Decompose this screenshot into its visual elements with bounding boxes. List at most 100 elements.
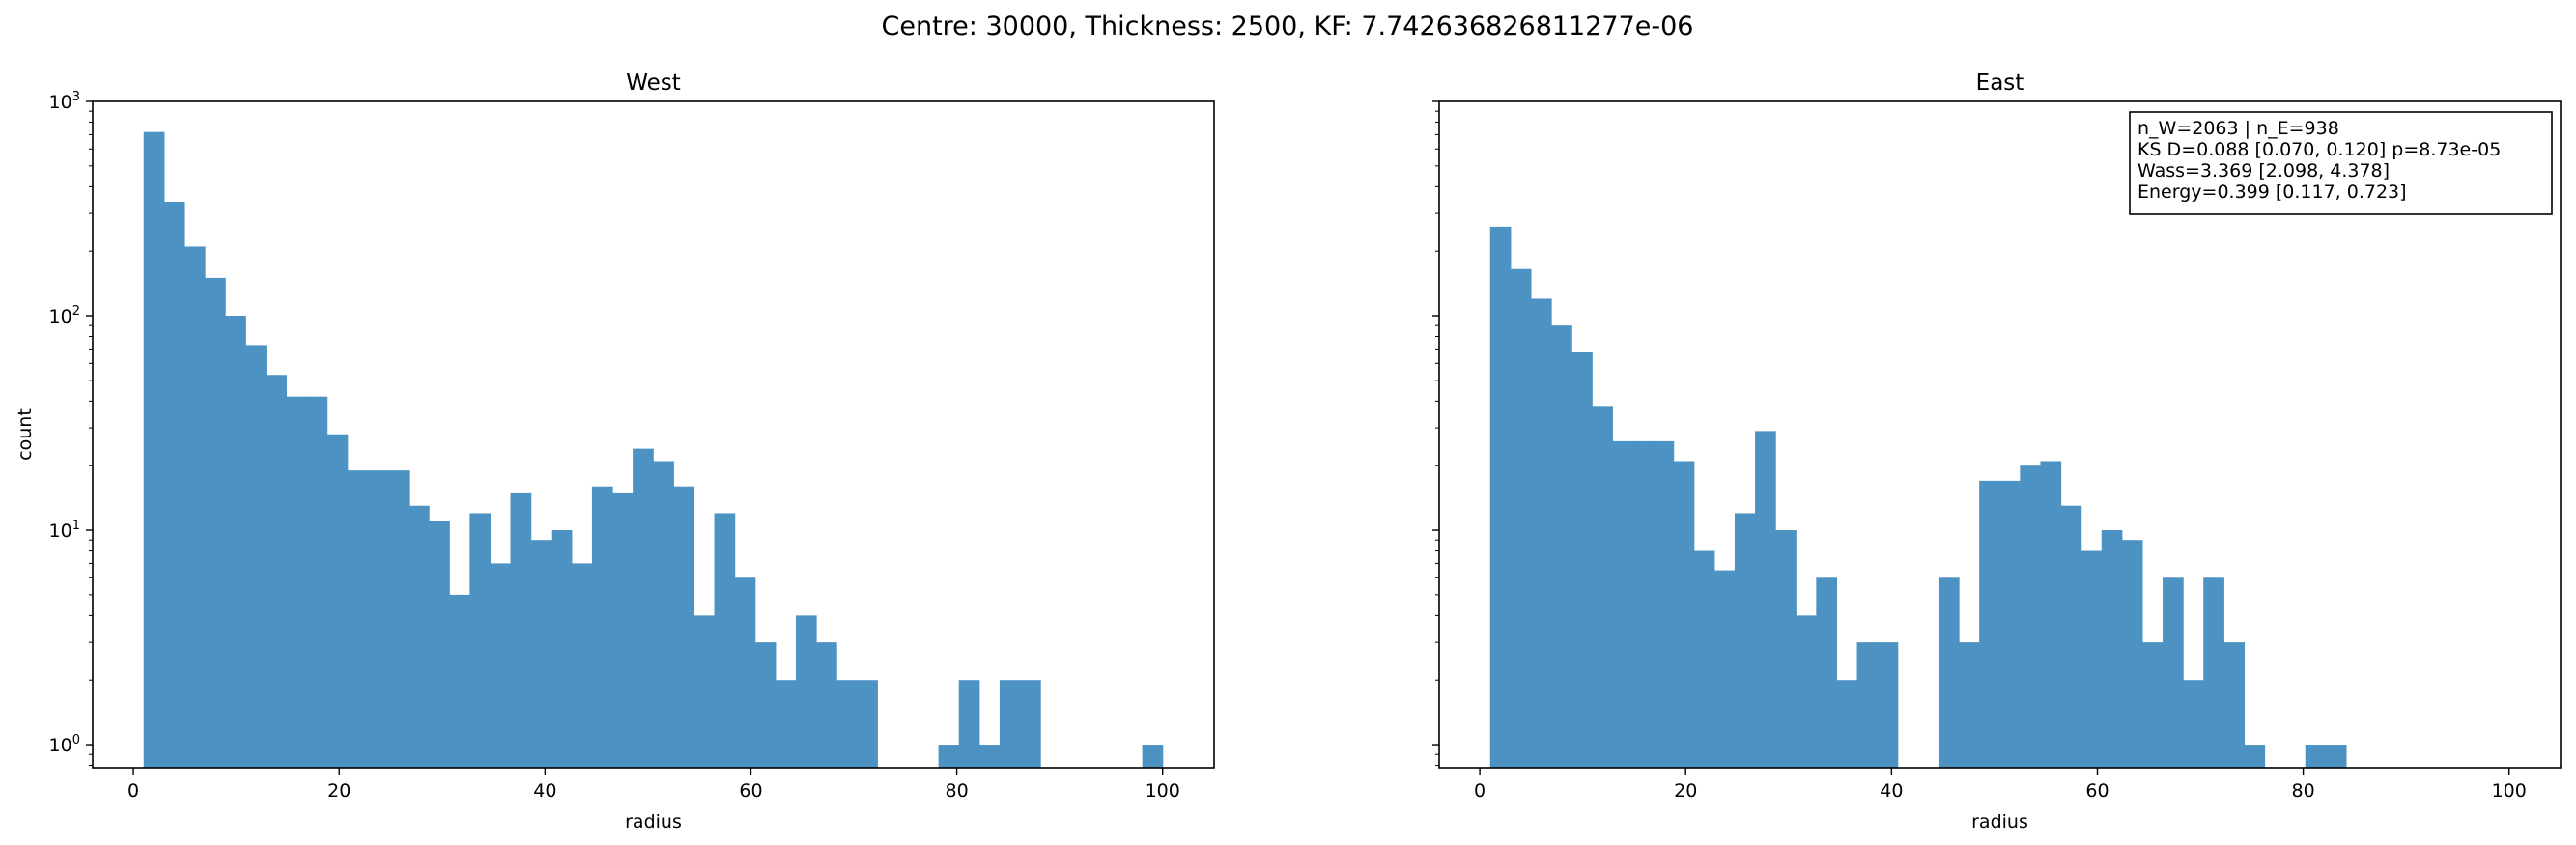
east-histogram-bar	[2183, 680, 2204, 768]
west-x-tick-label: 20	[327, 780, 351, 802]
east-histogram-bar	[1836, 680, 1858, 768]
west-x-axis-label: radius	[625, 811, 682, 832]
figure-suptitle: Centre: 30000, Thickness: 2500, KF: 7.74…	[882, 12, 1694, 42]
east-x-tick-label: 100	[2492, 780, 2527, 802]
west-histogram-bar	[490, 563, 512, 768]
east-stats-line: Energy=0.399 [0.117, 0.723]	[2137, 182, 2407, 203]
west-histogram-bar	[449, 594, 470, 768]
west-histogram-bar	[1142, 745, 1164, 768]
east-histogram-bar	[1856, 642, 1879, 768]
east-histogram-bar	[2223, 642, 2246, 768]
east-histogram-bar	[2325, 745, 2347, 768]
east-histogram-bar	[2081, 550, 2103, 768]
east-histogram-bar	[1693, 550, 1715, 768]
east-histogram-bar	[2101, 530, 2123, 768]
west-histogram-bar	[306, 396, 328, 768]
east-histogram-bar	[1510, 268, 1532, 769]
west-y-tick-base: 10	[49, 735, 72, 756]
west-histogram-bar	[857, 680, 878, 768]
west-histogram-bar	[245, 345, 267, 768]
east-histogram-bar	[1796, 615, 1817, 768]
east-histogram-bar	[1734, 513, 1756, 768]
east-histogram-bar	[1938, 577, 1960, 768]
east-histogram-bar	[1632, 440, 1655, 768]
west-histogram-bar	[591, 486, 613, 768]
west-histogram-bar	[571, 563, 593, 768]
west-x-tick-label: 80	[945, 780, 968, 802]
west-x-tick-label: 40	[533, 780, 556, 802]
west-histogram-bar	[326, 434, 349, 768]
west-histogram-bar	[1020, 680, 1041, 768]
east-title: East	[1976, 70, 2024, 96]
west-y-tick-exponent: 2	[72, 304, 80, 319]
east-histogram-bar	[2141, 642, 2164, 768]
east-histogram-bar	[1999, 480, 2021, 768]
east-histogram-bar	[1755, 431, 1776, 768]
west-histogram-bar	[754, 642, 777, 768]
east-histogram-bar	[1877, 642, 1899, 768]
west-histogram-bar	[734, 577, 756, 768]
west-histogram-bar	[938, 745, 960, 768]
east-histogram-bar	[1775, 530, 1797, 768]
west-title: West	[626, 70, 681, 96]
west-y-tick-base: 10	[49, 306, 72, 327]
west-histogram-bar	[633, 448, 654, 768]
west-histogram-bar	[367, 470, 389, 768]
west-histogram-bar	[184, 246, 206, 769]
east-histogram-bar	[1713, 570, 1736, 768]
west-histogram-bar	[816, 642, 837, 768]
east-histogram-bar	[2305, 745, 2327, 768]
west-histogram-bar	[387, 470, 410, 768]
west-y-tick-base: 10	[49, 521, 72, 542]
east-x-tick-label: 80	[2291, 780, 2314, 802]
west-y-tick-label: 102	[49, 304, 80, 327]
west-y-tick-exponent: 0	[72, 733, 80, 747]
east-histogram-bar	[1816, 577, 1838, 768]
west-x-tick-label: 60	[739, 780, 762, 802]
east-histogram-bar	[2040, 461, 2062, 768]
west-y-tick-exponent: 1	[72, 519, 80, 533]
west-histogram-bar	[409, 505, 430, 768]
east-histogram-bar	[1959, 642, 1980, 768]
west-histogram-bar	[143, 131, 165, 769]
east-histogram-bar	[1979, 480, 2000, 768]
west-histogram-bar	[673, 486, 695, 768]
west-y-tick-label: 101	[49, 519, 80, 542]
west-histogram-bar	[612, 492, 634, 768]
west-histogram-bar	[225, 316, 246, 768]
west-y-tick-exponent: 3	[72, 90, 80, 104]
east-panel: East 0 20 40 60 80 100 radius n_W=2063 | n_E=938…	[1432, 70, 2562, 832]
west-histogram-bar	[347, 470, 369, 768]
east-histogram-bar	[1612, 440, 1634, 768]
west-y-tick-base: 10	[49, 92, 72, 113]
west-histogram-bar	[978, 745, 1001, 768]
west-histogram-bar	[510, 492, 532, 768]
west-histogram-bar	[530, 540, 552, 768]
east-histogram-bar	[1489, 226, 1512, 768]
east-histogram-bar	[1673, 461, 1695, 768]
east-histogram-bar	[1592, 406, 1613, 768]
west-histogram-bar	[714, 513, 736, 768]
west-histogram-bar	[958, 680, 980, 768]
east-x-tick-label: 20	[1674, 780, 1697, 802]
east-histogram-bar	[1551, 325, 1572, 768]
east-histogram-bar	[2020, 465, 2042, 768]
west-y-tick-label: 103	[49, 90, 80, 113]
east-histogram-bar	[2244, 745, 2266, 768]
east-stats-line: Wass=3.369 [2.098, 4.378]	[2137, 160, 2390, 182]
west-histogram-bar	[266, 375, 288, 768]
west-histogram-bar	[469, 513, 492, 768]
west-histogram-bar	[429, 521, 450, 768]
east-histogram-bar	[1571, 352, 1593, 768]
east-axes-frame	[1438, 100, 2562, 769]
east-x-axis-label: radius	[1971, 811, 2028, 832]
east-x-tick-label: 40	[1880, 780, 1903, 802]
east-histogram-bar	[1530, 298, 1552, 768]
east-x-tick-label: 60	[2085, 780, 2109, 802]
west-x-tick-label: 0	[127, 780, 139, 802]
east-x-tick-label: 0	[1474, 780, 1486, 802]
east-histogram-bar	[2163, 577, 2184, 768]
west-histogram-bar	[551, 530, 573, 768]
